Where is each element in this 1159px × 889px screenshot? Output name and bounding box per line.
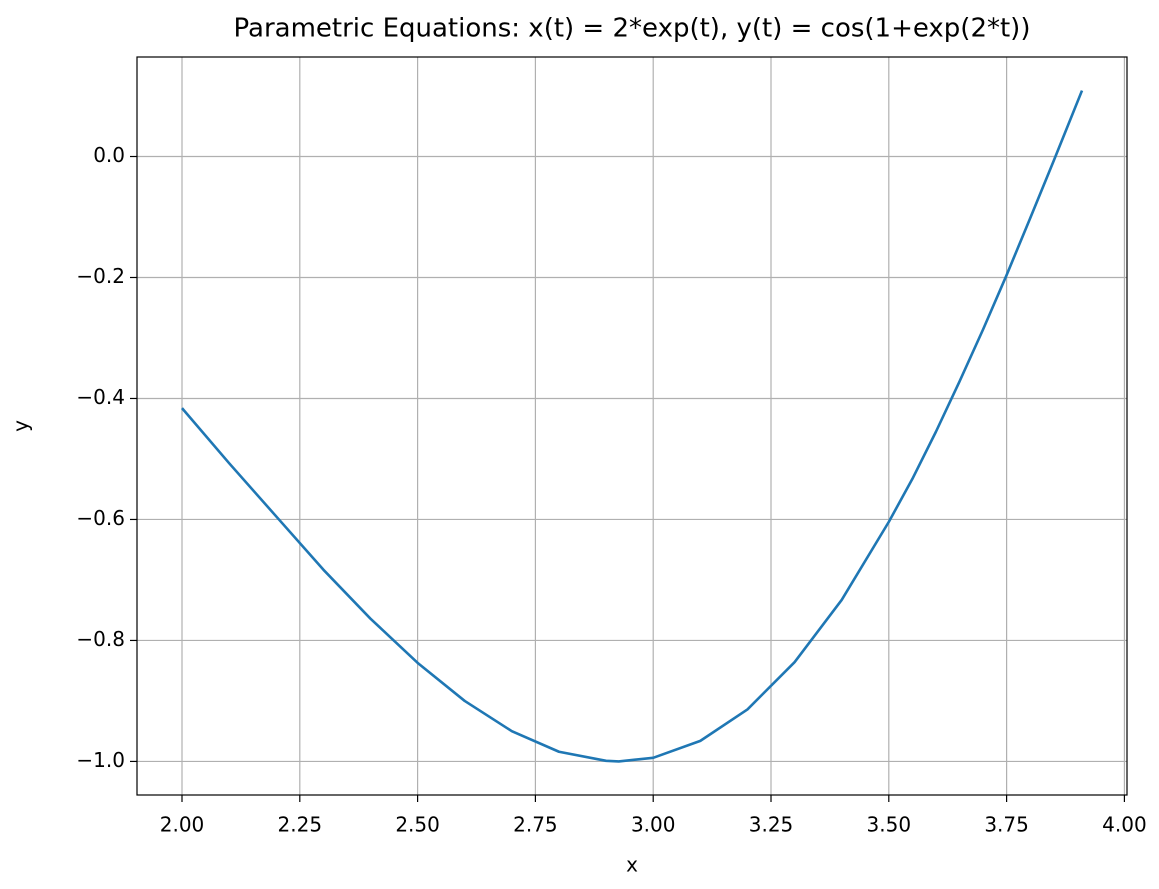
y-tick-label: −0.4 (76, 385, 125, 409)
y-tick-label: −0.2 (76, 264, 125, 288)
y-tick-label: −0.8 (76, 627, 125, 651)
data-line (181, 90, 1084, 763)
x-axis-label: x (626, 853, 638, 877)
x-tick-label: 2.00 (160, 813, 205, 837)
chart-title: Parametric Equations: x(t) = 2*exp(t), y… (234, 14, 1031, 44)
x-tick-label: 2.25 (278, 813, 323, 837)
plot-frame (136, 56, 1128, 796)
x-tick-label: 3.50 (867, 813, 912, 837)
x-tick-label: 4.00 (1102, 813, 1147, 837)
y-tick-label: −1.0 (76, 748, 125, 772)
y-tick-label: −0.6 (76, 506, 125, 530)
x-tick-label: 3.75 (984, 813, 1029, 837)
x-tick-label: 2.75 (513, 813, 558, 837)
y-axis-label: y (9, 420, 33, 432)
x-tick-label: 2.50 (395, 813, 440, 837)
x-tick-label: 3.25 (749, 813, 794, 837)
x-tick-label: 3.00 (631, 813, 676, 837)
y-tick-label: 0.0 (93, 143, 125, 167)
